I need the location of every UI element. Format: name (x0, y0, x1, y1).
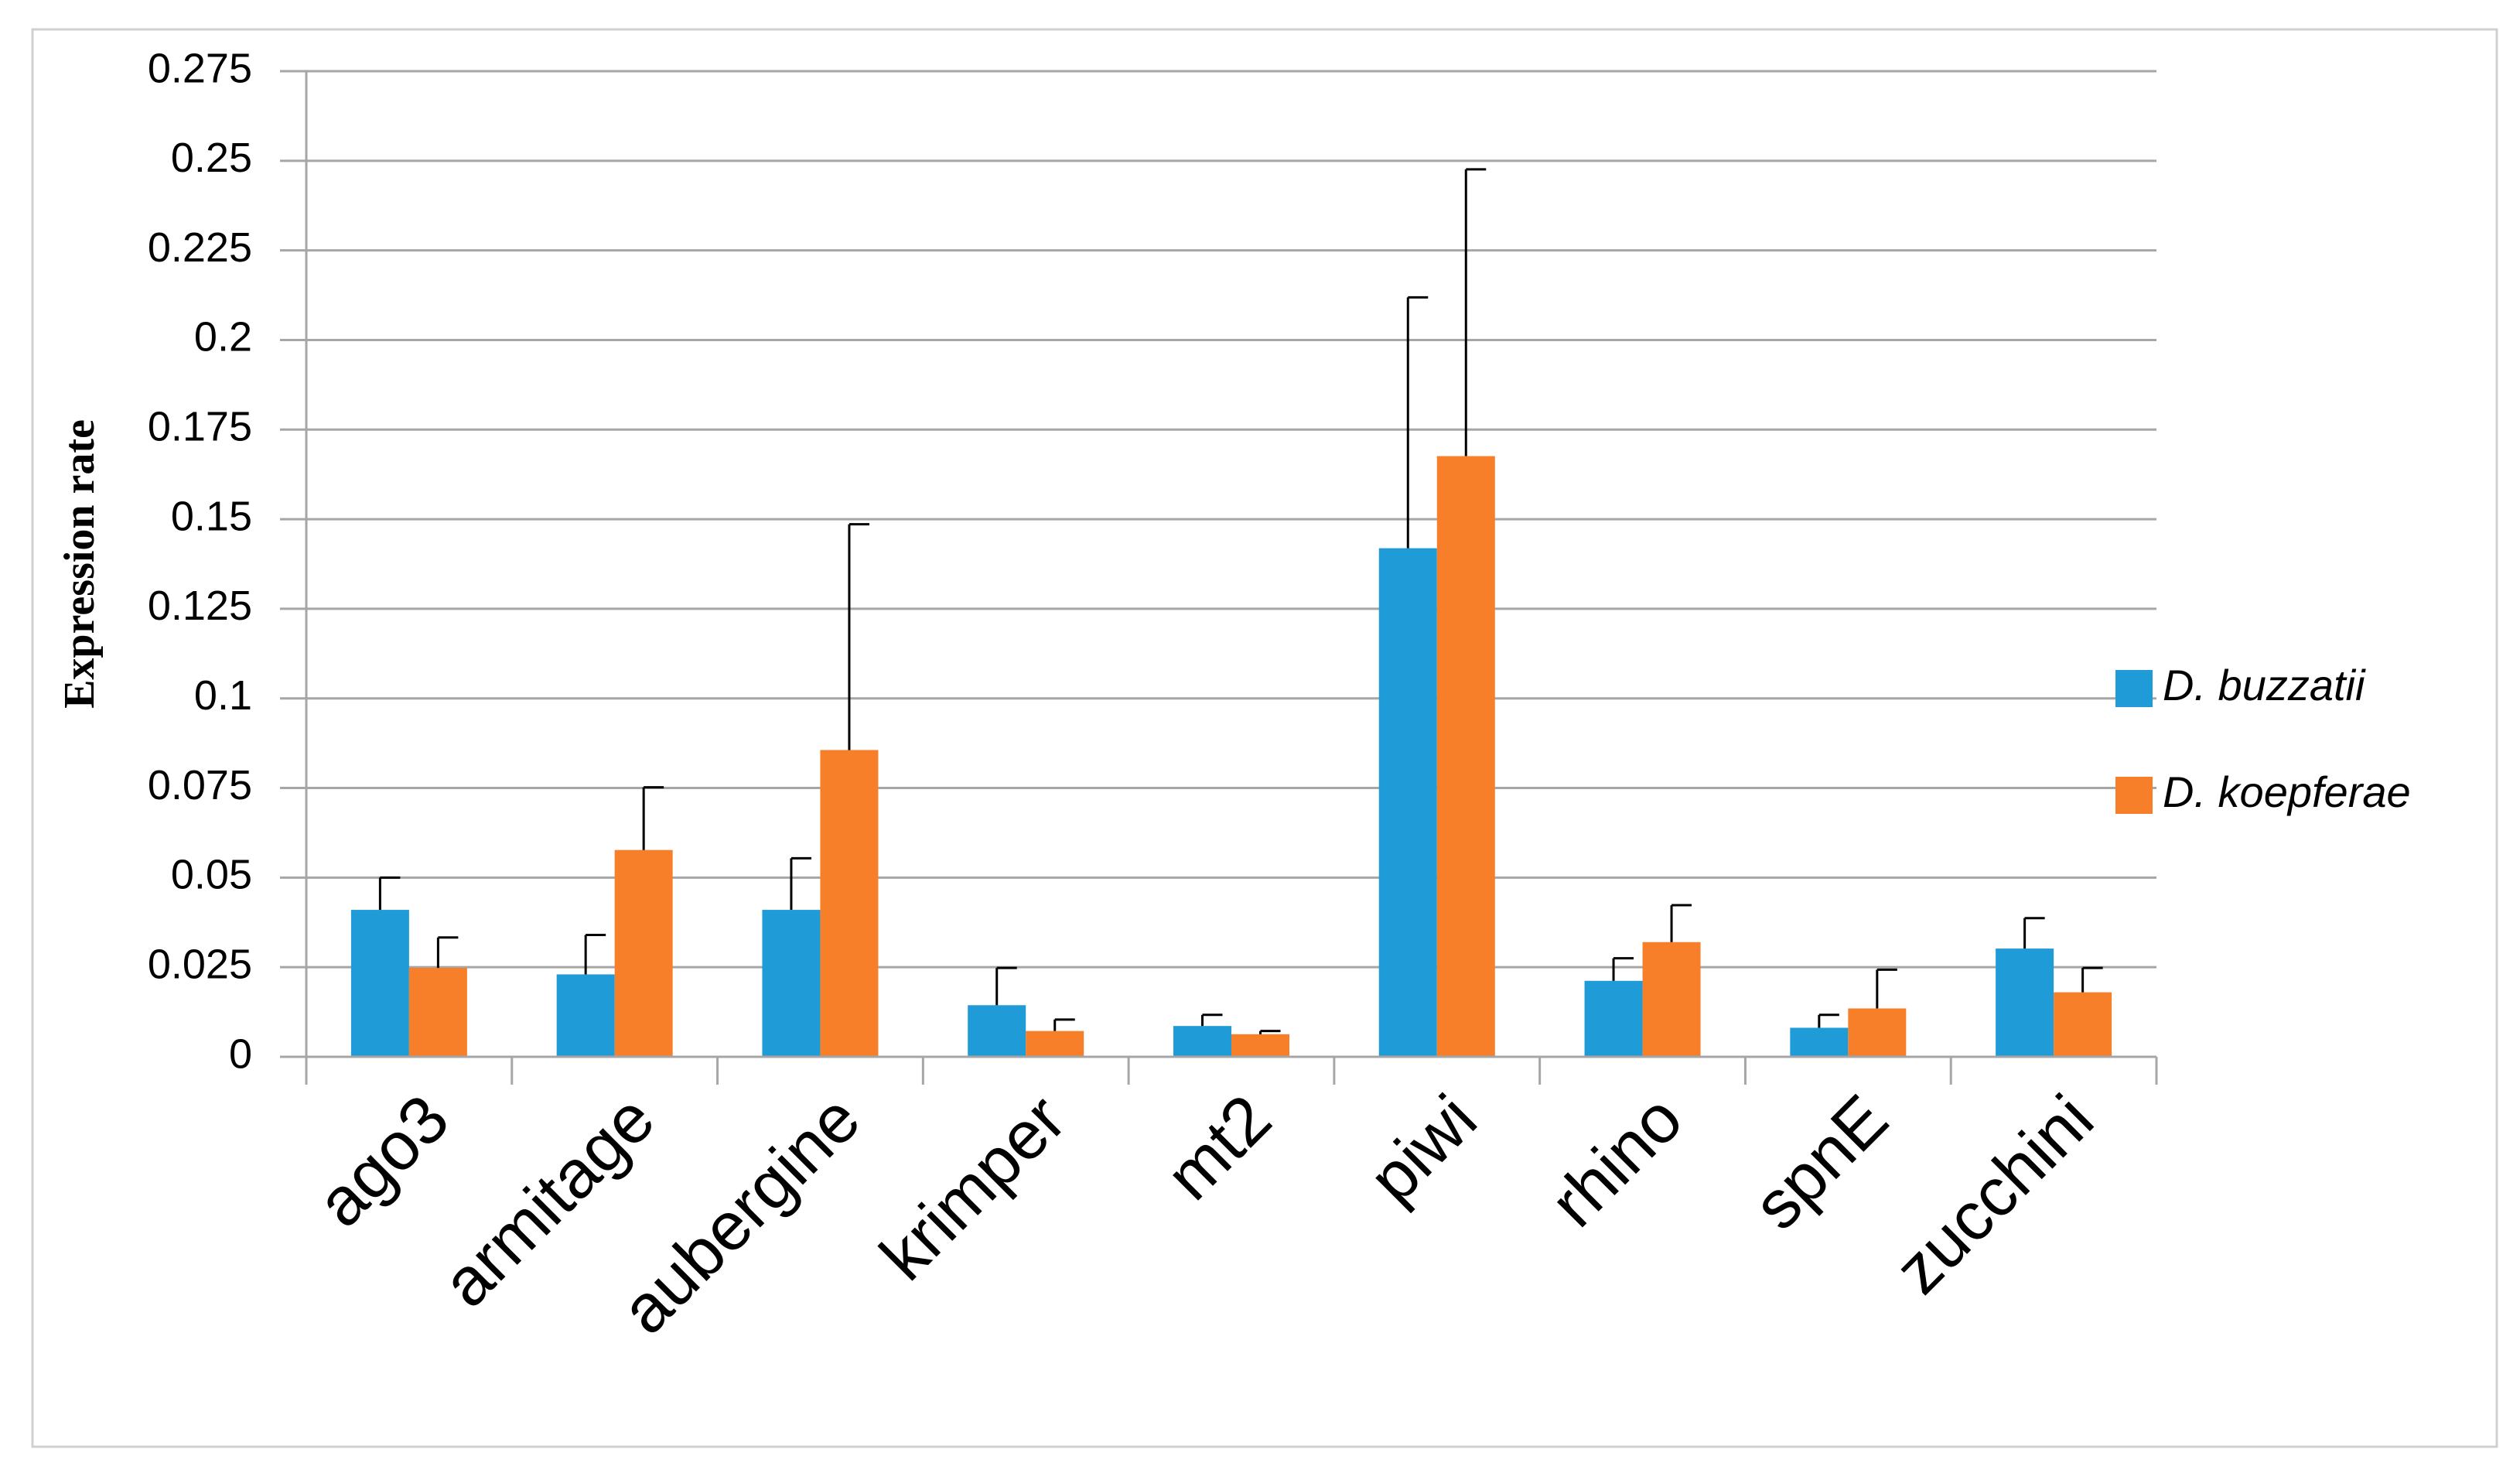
error-bar (1876, 968, 1897, 1009)
error-bar (1612, 957, 1634, 981)
bar (614, 849, 673, 1057)
legend-swatch (2115, 777, 2153, 814)
error-bar (2023, 917, 2045, 949)
legend-label: D. buzzatii (2163, 661, 2366, 709)
bar (1173, 1026, 1231, 1057)
bar (1378, 548, 1437, 1057)
y-tick-label: 0.25 (171, 135, 252, 181)
error-bar (1464, 168, 1487, 456)
error-bar (1670, 904, 1692, 942)
y-axis-title: Expression rate (56, 419, 104, 709)
y-tick-label: 0.125 (148, 583, 252, 629)
y-tick-label: 0.1 (194, 672, 252, 719)
error-bar (2081, 966, 2103, 993)
bar (1642, 942, 1701, 1057)
legend-label: D. koepferae (2163, 767, 2411, 816)
bar (408, 968, 467, 1057)
y-tick-label: 0.15 (171, 493, 252, 539)
chart-frame (31, 28, 2498, 1448)
bar (968, 1005, 1026, 1057)
error-bar (790, 856, 811, 911)
error-bar (642, 786, 664, 850)
error-bar (995, 966, 1017, 1006)
bar (762, 910, 821, 1057)
bar (1026, 1031, 1084, 1057)
error-bar (378, 876, 401, 911)
bar (1584, 980, 1643, 1057)
y-tick-label: 0.275 (148, 45, 252, 91)
y-tick-label: 0.175 (148, 404, 252, 450)
error-bar (1201, 1013, 1223, 1027)
error-bar (584, 933, 606, 975)
error-bar (1259, 1030, 1281, 1034)
y-tick-label: 0.2 (194, 314, 252, 361)
bar (1231, 1034, 1289, 1057)
bar (820, 750, 879, 1057)
error-bar (1053, 1018, 1075, 1031)
y-tick-label: 0.075 (148, 762, 252, 808)
bar (1790, 1027, 1849, 1057)
error-bar (848, 523, 869, 750)
y-tick-label: 0.025 (148, 941, 252, 987)
bar (2054, 992, 2112, 1057)
bar (1848, 1008, 1907, 1057)
y-tick-label: 0.05 (171, 852, 252, 898)
y-tick-label: 0.225 (148, 224, 252, 271)
error-bar (1406, 296, 1429, 549)
error-bar (1818, 1013, 1839, 1028)
error-bar (436, 936, 459, 969)
bar (1436, 456, 1495, 1057)
bar (556, 974, 615, 1057)
bar (1996, 948, 2054, 1057)
y-tick-label: 0 (229, 1031, 252, 1077)
legend-swatch (2115, 670, 2153, 707)
bar (350, 910, 409, 1057)
